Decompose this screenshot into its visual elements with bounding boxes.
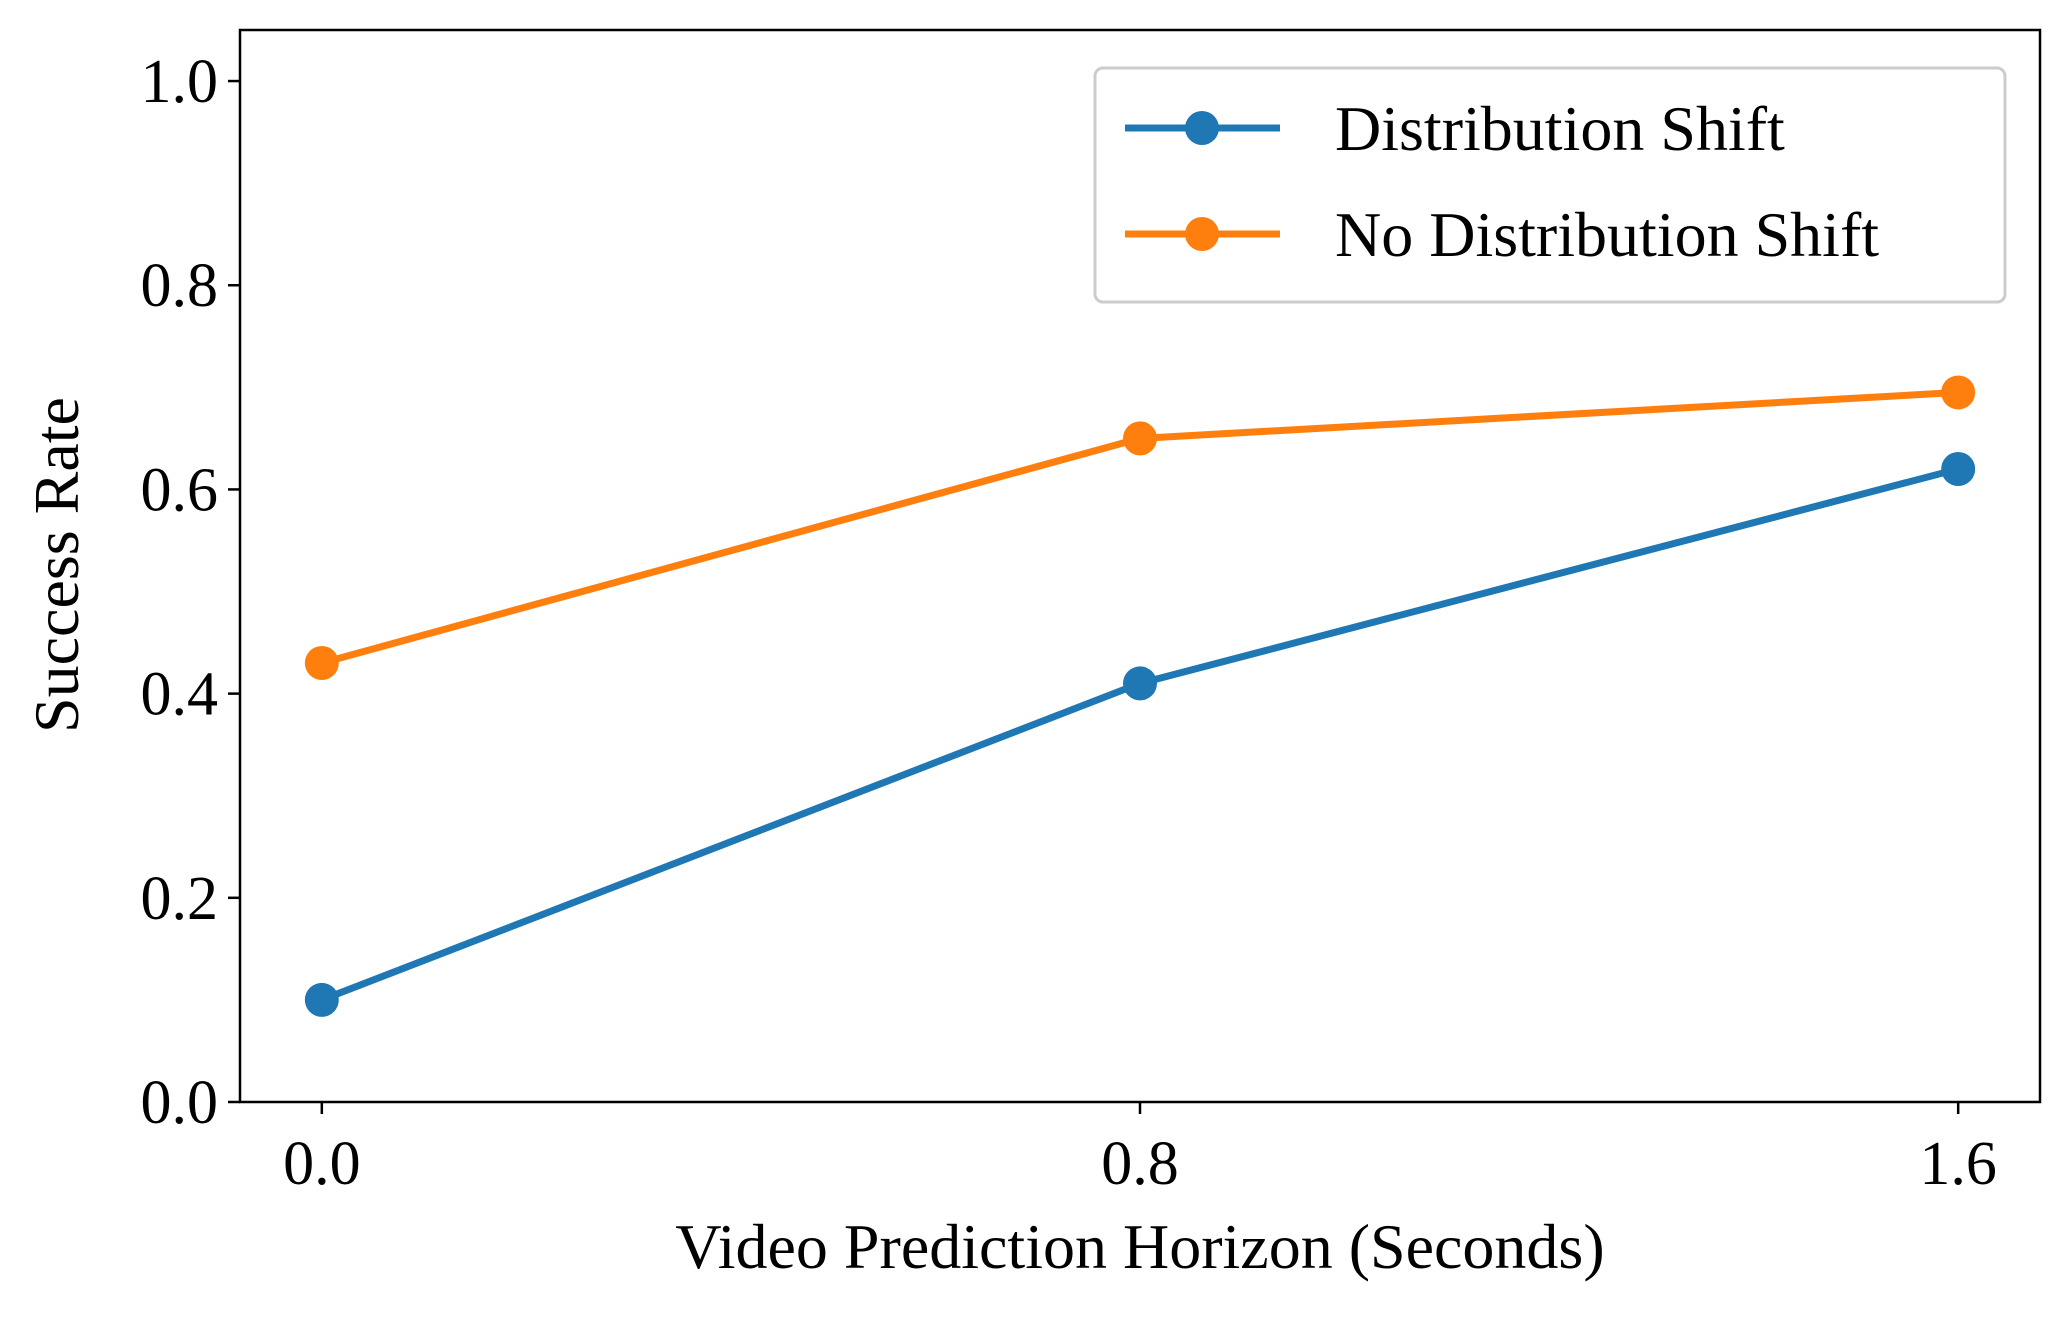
y-tick-label: 0.6 (141, 456, 219, 524)
y-tick-label: 0.8 (141, 252, 219, 320)
legend-marker-no-distribution-shift (1185, 217, 1219, 251)
y-axis-label: Success Rate (21, 397, 92, 733)
legend-label-no-distribution-shift: No Distribution Shift (1335, 199, 1879, 270)
data-point-distribution-shift (1123, 666, 1157, 701)
y-tick-label: 1.0 (141, 48, 219, 116)
legend-marker-distribution-shift (1185, 111, 1219, 145)
y-tick-label: 0.0 (141, 1069, 219, 1137)
legend-label-distribution-shift: Distribution Shift (1335, 93, 1785, 164)
data-point-distribution-shift (1941, 452, 1976, 487)
axes: 0.0 0.2 0.4 0.6 0.8 1.0 0.0 0.8 1.6 (141, 28, 2042, 1198)
series-line-distribution-shift (320, 465, 1960, 1004)
x-tick-label: 0.0 (283, 1130, 361, 1198)
data-point-no-distribution-shift (1941, 375, 1976, 410)
data-point-distribution-shift (304, 982, 339, 1017)
x-axis-label: Video Prediction Horizon (Seconds) (675, 1211, 1604, 1282)
x-tick-label: 1.6 (1919, 1130, 1997, 1198)
data-point-no-distribution-shift (304, 645, 339, 680)
legend: Distribution Shift No Distribution Shift (1093, 66, 2007, 304)
y-tick-label: 0.2 (141, 865, 219, 933)
plot-area (304, 375, 1976, 1017)
data-point-no-distribution-shift (1123, 421, 1157, 456)
x-tick-label: 0.8 (1101, 1130, 1179, 1198)
legend-box (1093, 66, 2007, 304)
y-tick-label: 0.4 (141, 661, 219, 729)
